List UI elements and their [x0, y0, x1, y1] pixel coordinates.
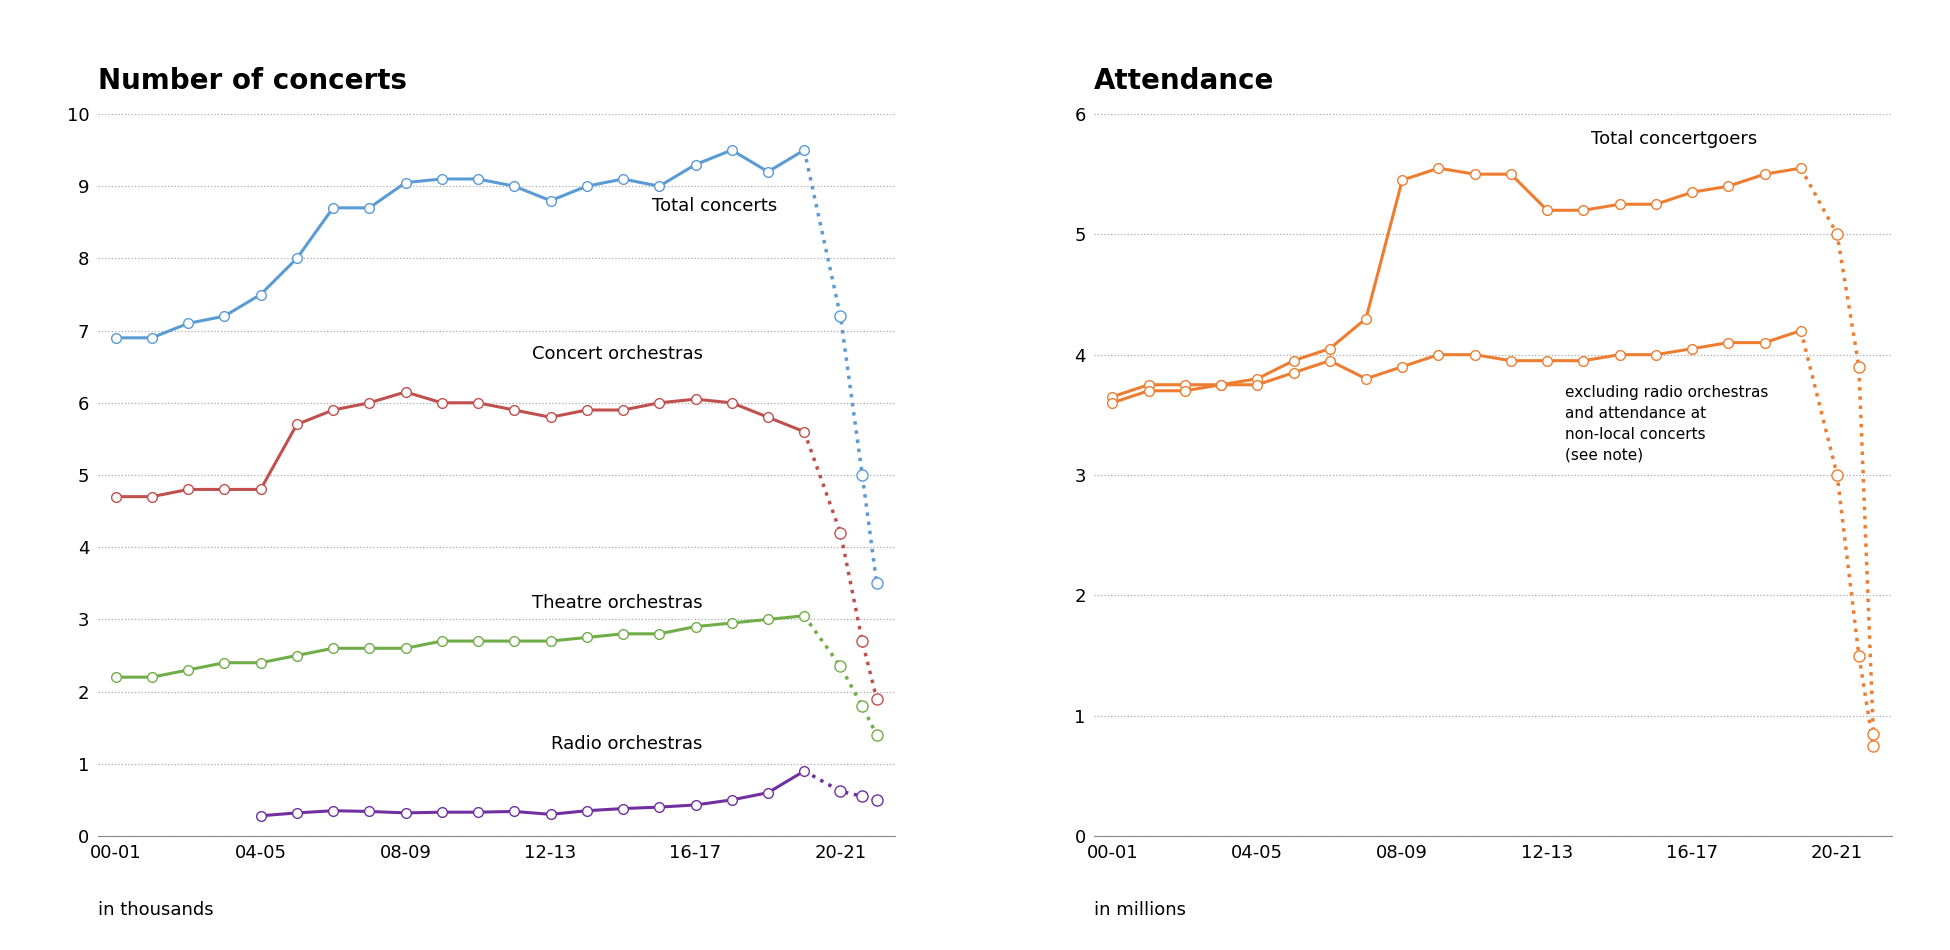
Text: Theatre orchestras: Theatre orchestras — [532, 594, 704, 612]
Text: in millions: in millions — [1094, 901, 1186, 919]
Text: Total concerts: Total concerts — [651, 197, 778, 215]
Text: Number of concerts: Number of concerts — [98, 67, 406, 95]
Text: Radio orchestras: Radio orchestras — [550, 735, 702, 753]
Text: Total concertgoers: Total concertgoers — [1591, 130, 1757, 147]
Text: Attendance: Attendance — [1094, 67, 1275, 95]
Text: in thousands: in thousands — [98, 901, 213, 919]
Text: Concert orchestras: Concert orchestras — [532, 345, 704, 363]
Text: excluding radio orchestras
and attendance at
non-local concerts
(see note): excluding radio orchestras and attendanc… — [1566, 385, 1769, 463]
